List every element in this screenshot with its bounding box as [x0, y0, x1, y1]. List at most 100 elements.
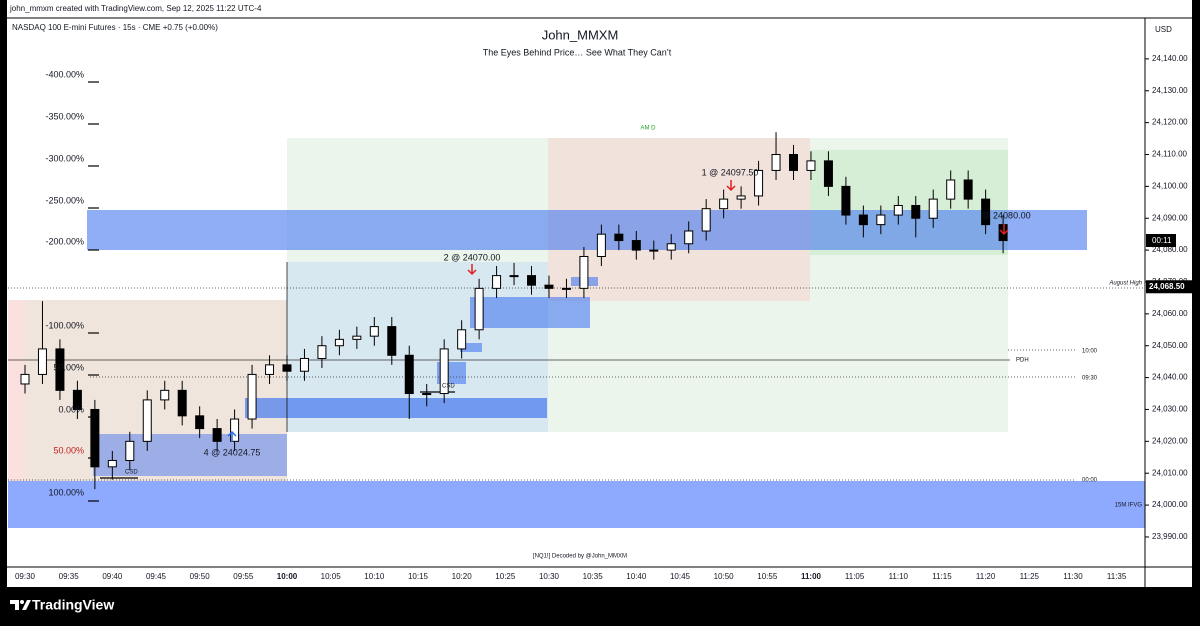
- candle-body: [55, 348, 65, 391]
- candle-body: [90, 408, 100, 468]
- y-tick-label: 24,030.00: [1152, 405, 1188, 414]
- y-tick-label: 24,060.00: [1152, 309, 1188, 318]
- candle-body: [789, 153, 799, 171]
- candle-body: [317, 345, 327, 359]
- x-tick-label: 10:20: [452, 572, 473, 581]
- annotation: [NQ1!] Decoded by @John_MMXM: [533, 554, 627, 560]
- x-tick-label: 10:10: [364, 572, 385, 581]
- candle-body: [579, 255, 589, 289]
- candle-body: [596, 233, 606, 257]
- fvg: [245, 398, 547, 418]
- sell-arrow: [999, 224, 1009, 236]
- buy-arrow: [227, 430, 237, 442]
- candle-body: [719, 198, 729, 210]
- y-tick-label: 24,140.00: [1152, 54, 1188, 63]
- candle-body: [823, 160, 833, 187]
- candle-body: [265, 364, 275, 375]
- annotation: 09:30: [1082, 376, 1098, 382]
- x-tick-label: 11:30: [1063, 572, 1083, 581]
- fvg: [460, 343, 482, 352]
- candle-body: [771, 153, 781, 171]
- fib-label: -250.00%: [45, 195, 84, 205]
- x-tick-label: 11:25: [1020, 572, 1040, 581]
- brand: TradingView: [32, 597, 114, 613]
- countdown: 00:11: [1152, 236, 1172, 245]
- candle-body: [387, 326, 397, 356]
- candle-body: [72, 389, 82, 410]
- fib-label: -100.00%: [45, 320, 84, 330]
- y-tick-label: 24,080.00: [1152, 245, 1188, 254]
- candle-body: [247, 373, 257, 420]
- candle-body: [474, 287, 484, 331]
- x-tick-label: 10:40: [626, 572, 647, 581]
- annotation: CSD: [442, 384, 455, 390]
- annotation: 4 @ 24024.75: [204, 447, 261, 457]
- candles: [20, 132, 1008, 490]
- annotation: CSD: [125, 470, 138, 476]
- candle-body: [334, 338, 344, 347]
- x-tick-label: 10:50: [714, 572, 735, 581]
- arrows: [227, 180, 1009, 442]
- y-tick-label: 24,100.00: [1152, 181, 1188, 190]
- candle-body: [946, 179, 956, 200]
- x-tick-label: 11:10: [889, 572, 909, 581]
- candle-body: [282, 364, 292, 372]
- x-tick-label: 09:30: [15, 572, 36, 581]
- y-tick-label: 24,040.00: [1152, 373, 1188, 382]
- candle-body: [37, 348, 47, 375]
- candle-body: [893, 204, 903, 216]
- candle-body: [509, 275, 519, 278]
- candle-body: [928, 198, 938, 219]
- zone: [8, 300, 25, 500]
- sell-arrow: [726, 180, 736, 192]
- fib-label: 50.00%: [53, 445, 84, 455]
- candle-body: [684, 230, 694, 245]
- annotation: 00:00: [1082, 478, 1098, 484]
- x-tick-label: 09:35: [59, 572, 80, 581]
- candle-body: [963, 179, 973, 200]
- candle-body: [666, 243, 676, 251]
- candle-body: [212, 428, 222, 442]
- fib-label: -200.00%: [45, 236, 84, 246]
- candle-body: [230, 418, 240, 442]
- x-tick-label: 10:30: [539, 572, 560, 581]
- candle-body: [527, 275, 537, 286]
- x-tick-label: 11:20: [976, 572, 996, 581]
- candle-body: [492, 275, 502, 289]
- x-tick-label: 09:40: [102, 572, 123, 581]
- levels: [8, 262, 1145, 481]
- candle-body: [457, 329, 467, 350]
- candle-body: [352, 335, 362, 340]
- annotation: 10:00: [1082, 349, 1098, 355]
- x-tick-label: 11:35: [1107, 572, 1127, 581]
- candle-body: [20, 373, 30, 385]
- candle-body: [561, 287, 571, 290]
- y-tick-label: 24,050.00: [1152, 341, 1188, 350]
- chart-subtitle: The Eyes Behind Price… See What They Can…: [483, 47, 672, 57]
- fvg: [87, 210, 1087, 250]
- fib-label: -350.00%: [45, 111, 84, 121]
- annotation: @ 24080.00: [981, 210, 1030, 220]
- annotation: August High: [1108, 281, 1142, 287]
- y-tick-label: 24,000.00: [1152, 500, 1188, 509]
- candle-body: [177, 389, 187, 417]
- candle-body: [369, 326, 379, 337]
- candle-body: [981, 198, 991, 226]
- annotation: 2 @ 24070.00: [444, 252, 501, 262]
- y-tick-label: 24,110.00: [1152, 150, 1188, 159]
- candle-body: [649, 249, 659, 252]
- candle-body: [404, 354, 414, 395]
- candle-body: [422, 393, 432, 396]
- x-tick-label: 10:00: [277, 572, 298, 581]
- y-tick-label: 24,120.00: [1152, 118, 1188, 127]
- caption: john_mmxm created with TradingView.com, …: [9, 4, 262, 13]
- sell-arrow: [467, 264, 477, 276]
- brand-logo: TradingView: [10, 597, 114, 613]
- x-tick-label: 11:00: [801, 572, 822, 581]
- axes: 23,990.00 24,000.00 24,010.00 24,020.00 24,0…: [15, 54, 1192, 581]
- candle-body: [841, 185, 851, 216]
- countdown-box: [1146, 234, 1176, 247]
- x-tick-label: 10:25: [495, 572, 516, 581]
- y-tick-label: 24,090.00: [1152, 213, 1188, 222]
- annotation: 15M IFVG: [1115, 503, 1143, 509]
